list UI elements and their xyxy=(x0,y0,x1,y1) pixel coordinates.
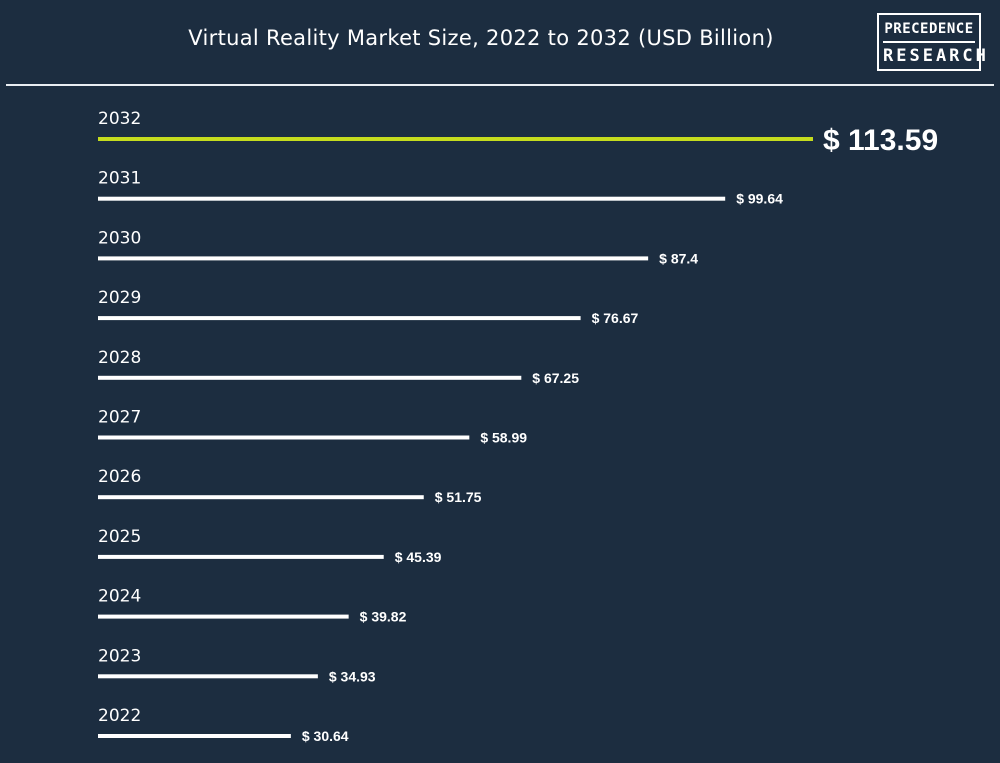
category-label-2024: 2024 xyxy=(98,587,141,607)
category-label-2028: 2028 xyxy=(98,348,141,368)
precedence-research-logo: PRECEDENCE RESEARCH xyxy=(877,13,986,71)
value-label-2025: $ 45.39 xyxy=(395,549,442,565)
category-label-2030: 2030 xyxy=(98,228,141,248)
value-label-2028: $ 67.25 xyxy=(532,370,579,386)
bar-2022 xyxy=(98,734,291,738)
category-label-2027: 2027 xyxy=(98,408,141,428)
category-label-2023: 2023 xyxy=(98,646,141,666)
value-label-2027: $ 58.99 xyxy=(480,430,527,446)
value-label-2023: $ 34.93 xyxy=(329,668,376,684)
bar-2031 xyxy=(98,196,726,201)
category-label-2029: 2029 xyxy=(98,288,141,308)
value-label-2026: $ 51.75 xyxy=(435,489,482,505)
chart-title: Virtual Reality Market Size, 2022 to 203… xyxy=(188,26,774,50)
category-label-2026: 2026 xyxy=(98,467,141,487)
bar-2029 xyxy=(98,316,581,321)
bar-2027 xyxy=(98,435,470,440)
bar-2024 xyxy=(98,614,349,619)
value-label-2030: $ 87.4 xyxy=(659,250,698,266)
value-label-2024: $ 39.82 xyxy=(360,609,407,625)
logo-line-2: RESEARCH xyxy=(883,41,986,68)
value-label-2029: $ 76.67 xyxy=(592,310,639,326)
bar-2030 xyxy=(98,256,649,261)
logo-line-1: PRECEDENCE xyxy=(884,21,974,37)
bar-2026 xyxy=(98,495,424,500)
value-label-2022: $ 30.64 xyxy=(302,728,349,744)
category-label-2032: 2032 xyxy=(98,109,141,129)
category-label-2025: 2025 xyxy=(98,527,141,547)
category-label-2031: 2031 xyxy=(98,169,141,189)
bar-2032 xyxy=(98,137,813,141)
value-label-2031: $ 99.64 xyxy=(736,191,783,207)
category-label-2022: 2022 xyxy=(98,706,141,726)
value-label-2032: $ 113.59 xyxy=(823,124,938,157)
header-divider xyxy=(6,84,994,86)
bar-2023 xyxy=(98,674,318,679)
bar-2025 xyxy=(98,554,384,559)
bar-2028 xyxy=(98,375,522,380)
